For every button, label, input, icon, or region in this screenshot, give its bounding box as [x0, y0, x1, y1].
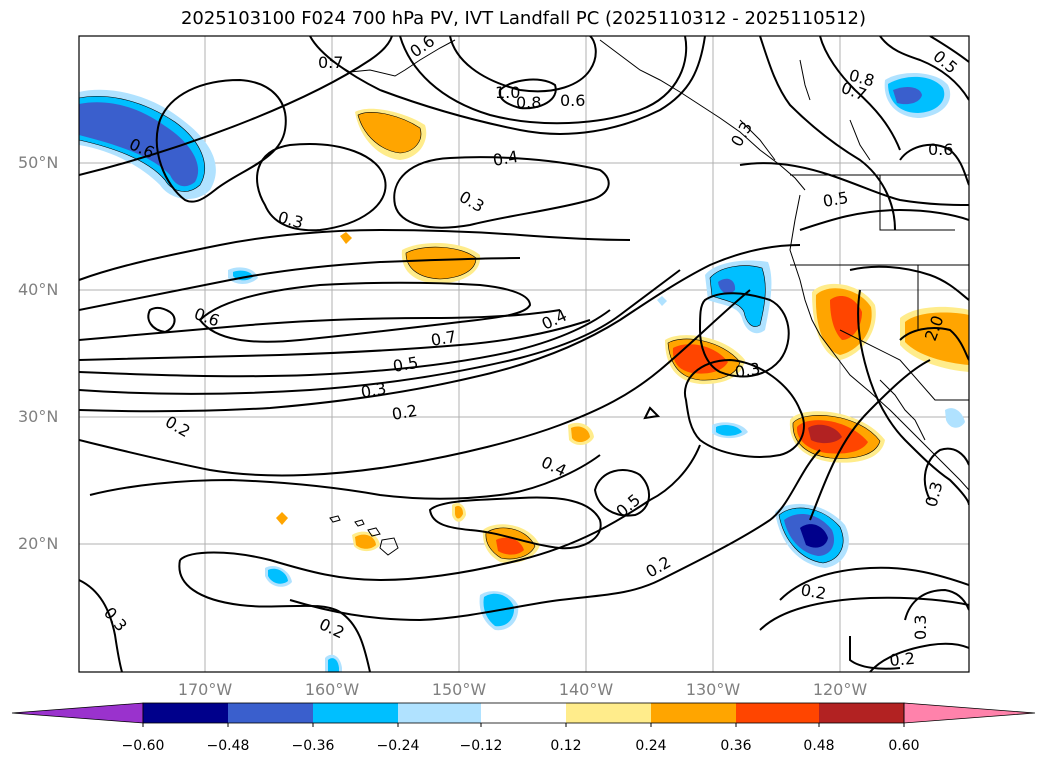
colorbar-segment [228, 703, 313, 723]
colorbar-underflow-arrow [11, 702, 144, 724]
colorbar-segment [313, 703, 398, 723]
colorbar-tick-label: −0.48 [206, 738, 250, 754]
map-title: 2025103100 F024 700 hPa PV, IVT Landfall… [180, 8, 867, 29]
positive-anomaly-shading [276, 108, 969, 564]
colorbar-tick-label: 0.24 [635, 738, 667, 754]
lon-label: 130°W [685, 680, 741, 699]
contour-label: 0.7 [429, 327, 457, 350]
contour-label: 0.5 [821, 188, 849, 211]
contour-label: 0.7 [318, 53, 343, 72]
lon-label: 140°W [558, 680, 614, 699]
contour-label: 0.2 [889, 649, 916, 670]
contour-label: 0.5 [391, 353, 419, 376]
colorbar-tick-label: −0.24 [376, 738, 420, 754]
contour-label: 0.3 [359, 379, 387, 402]
plot-frame [78, 35, 970, 673]
contour-label: 0.8 [516, 93, 541, 112]
colorbar-tick-label: 0.48 [803, 738, 835, 754]
lat-label: 40°N [18, 280, 59, 299]
lon-label: 160°W [304, 680, 360, 699]
colorbar-segment [481, 703, 566, 723]
contour-label: 0.2 [799, 580, 827, 603]
colorbar-tick-label: −0.36 [291, 738, 335, 754]
lon-label: 150°W [431, 680, 487, 699]
contour-label: 0.6 [928, 140, 953, 159]
colorbar-tick-label: −0.60 [121, 738, 165, 754]
lat-label: 50°N [18, 153, 59, 172]
lat-label: 20°N [18, 534, 59, 553]
colorbar-tick-label: 0.36 [720, 738, 752, 754]
coastlines [329, 39, 969, 491]
contour-label: 0.4 [491, 147, 519, 170]
contour-label: 0.6 [560, 91, 585, 110]
colorbar-tick-label: 0.60 [888, 738, 920, 754]
colorbar-tick-label: −0.12 [459, 738, 503, 754]
lat-label: 30°N [18, 407, 59, 426]
colorbar-segment [566, 703, 651, 723]
contour-label: 1.0 [495, 83, 520, 102]
colorbar-segment [143, 703, 228, 723]
negative-anomaly-shading [79, 73, 965, 672]
lon-label: 120°W [812, 680, 868, 699]
colorbar-segment [736, 703, 819, 723]
contour-label: 0.3 [733, 359, 761, 382]
colorbar-segment [651, 703, 736, 723]
contour-label: 0.3 [911, 615, 930, 640]
colorbar-overflow-arrow [903, 702, 1036, 724]
colorbar [11, 702, 1036, 727]
hawaii-islands [329, 515, 399, 556]
contour-label: 0.2 [390, 401, 418, 424]
colorbar-segment [819, 703, 904, 723]
colorbar-segment [398, 703, 481, 723]
pv-contours [79, 36, 969, 672]
lon-label: 170°W [177, 680, 233, 699]
colorbar-tick-label: 0.12 [550, 738, 582, 754]
